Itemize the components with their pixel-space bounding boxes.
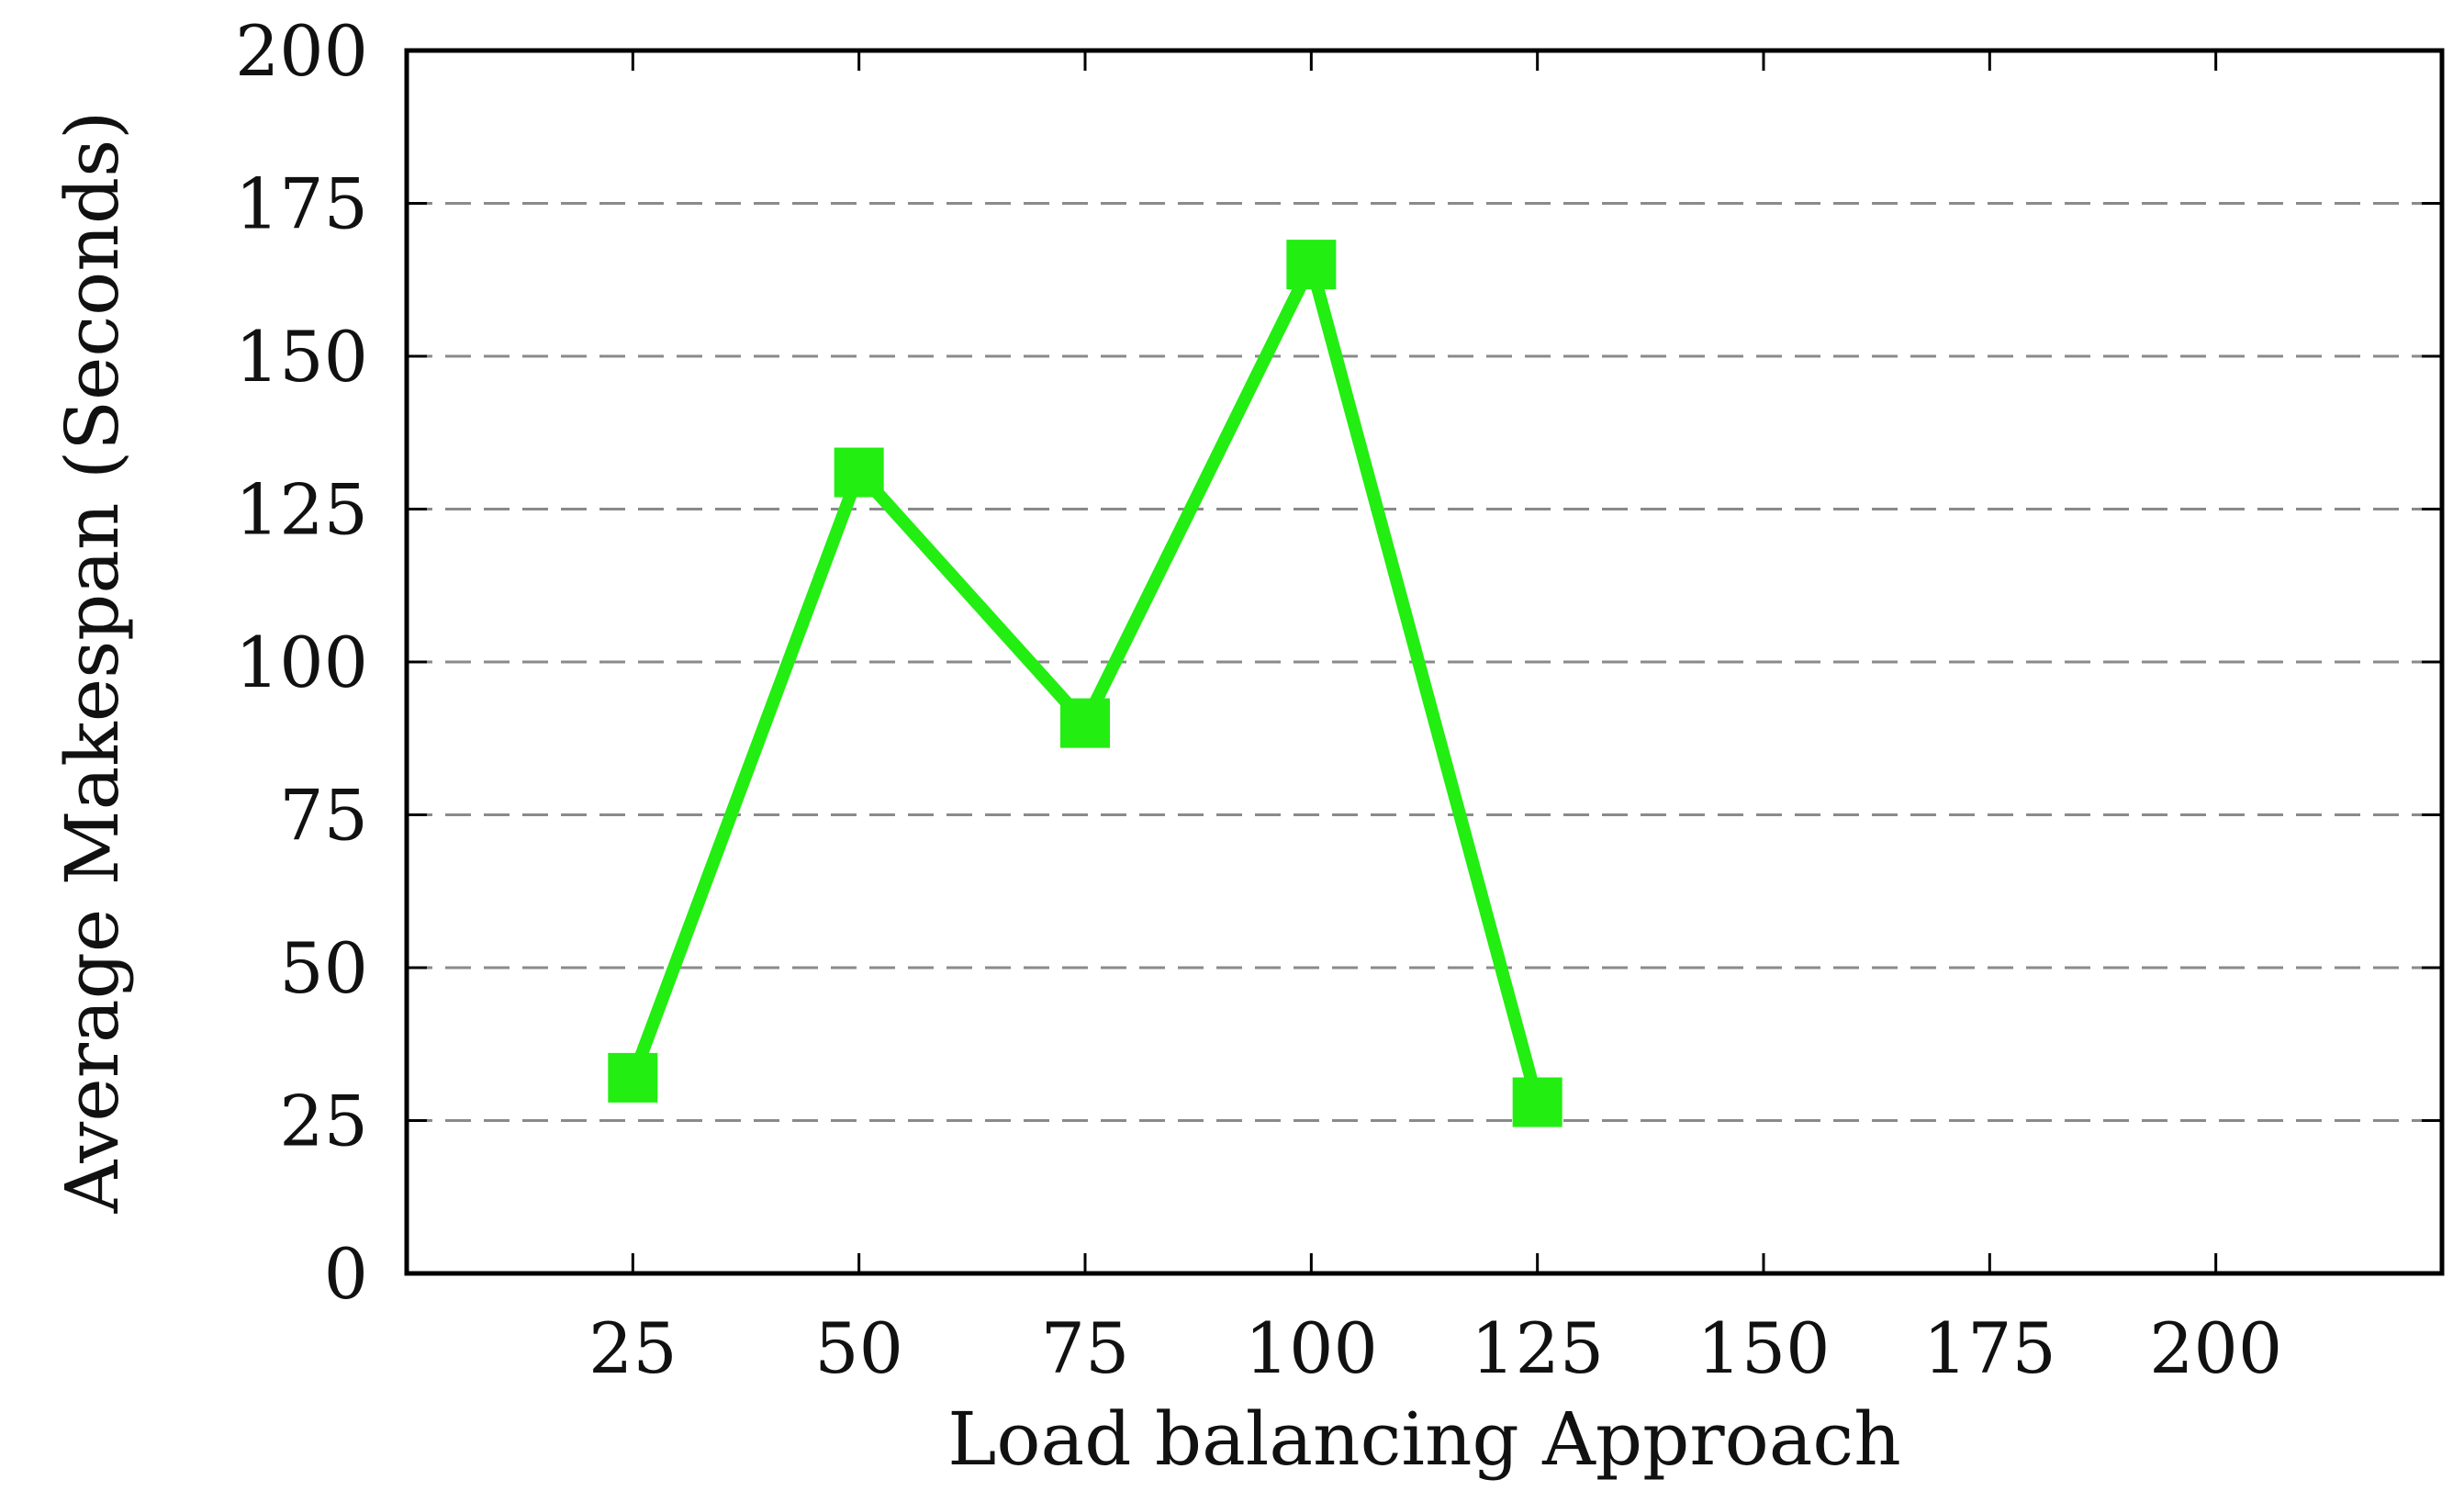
data-point-50 bbox=[834, 447, 884, 498]
data-point-25 bbox=[608, 1052, 658, 1103]
y-tick-label-75: 75 bbox=[279, 775, 368, 857]
data-point-75 bbox=[1060, 698, 1110, 748]
y-tick-label-150: 150 bbox=[235, 316, 368, 398]
data-point-100 bbox=[1286, 240, 1337, 290]
x-tick-label-100: 100 bbox=[1245, 1307, 1378, 1389]
x-tick-label-75: 75 bbox=[1041, 1307, 1130, 1389]
x-tick-label-25: 25 bbox=[588, 1307, 678, 1389]
series-0-line bbox=[626, 246, 1544, 1104]
x-tick-label-175: 175 bbox=[1923, 1307, 2056, 1389]
series-layer bbox=[608, 240, 1562, 1127]
y-axis-title: Average Makespan (Seconds) bbox=[50, 111, 135, 1215]
x-axis-title: Load balancing Approach bbox=[947, 1396, 1901, 1482]
x-tick-label-125: 125 bbox=[1471, 1307, 1604, 1389]
y-tick-label-125: 125 bbox=[235, 469, 368, 551]
data-point-125 bbox=[1512, 1077, 1562, 1127]
y-axis-tick-labels: 0 25 50 75 100 125 150 175 200 bbox=[235, 10, 368, 1315]
y-tick-label-100: 100 bbox=[235, 622, 368, 703]
axis-ticks bbox=[407, 49, 2442, 1275]
x-tick-label-150: 150 bbox=[1697, 1307, 1830, 1389]
y-tick-label-50: 50 bbox=[279, 927, 368, 1009]
y-tick-label-25: 25 bbox=[279, 1081, 368, 1162]
y-tick-label-0: 0 bbox=[324, 1233, 368, 1315]
y-tick-label-200: 200 bbox=[235, 10, 368, 92]
y-tick-label-175: 175 bbox=[235, 163, 368, 245]
x-axis-tick-labels: 25 50 75 100 125 150 175 200 bbox=[588, 1307, 2282, 1389]
x-tick-label-200: 200 bbox=[2149, 1307, 2282, 1389]
x-tick-label-50: 50 bbox=[814, 1307, 903, 1389]
